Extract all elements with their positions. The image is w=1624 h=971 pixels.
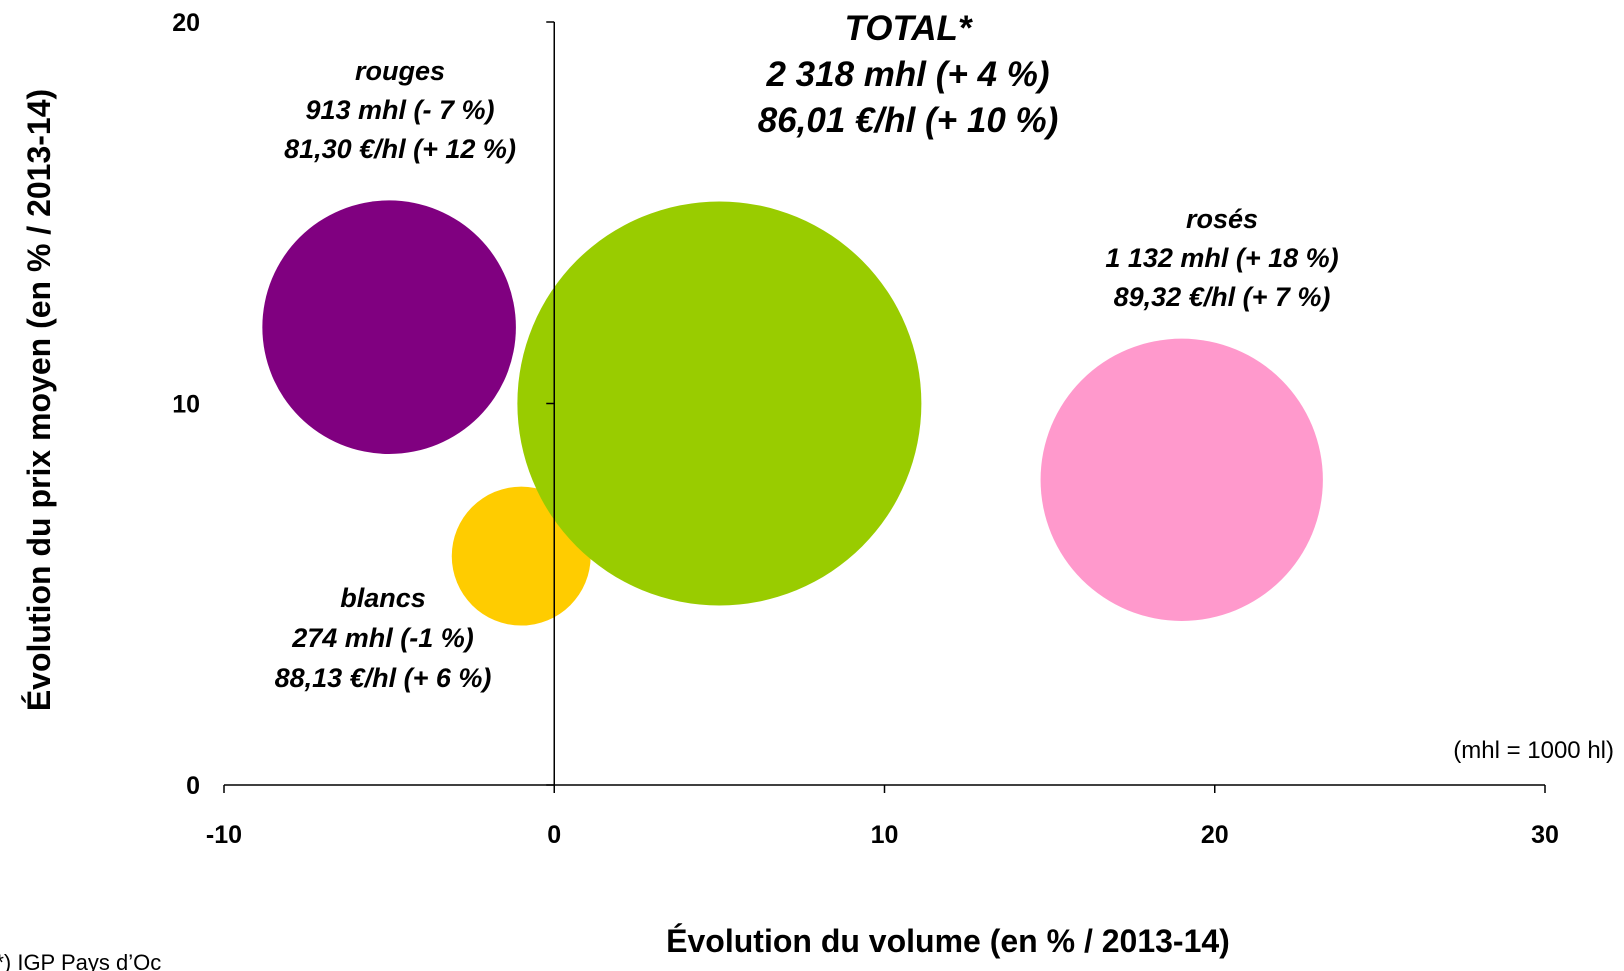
x-tick-label: 0 <box>547 821 561 849</box>
bubble-label-line: 89,32 €/hl (+ 7 %) <box>1114 282 1331 312</box>
unit-note: (mhl = 1000 hl) <box>1453 737 1614 764</box>
bubble-label-line: 81,30 €/hl (+ 12 %) <box>284 134 516 164</box>
x-tick-label: 20 <box>1201 821 1229 849</box>
y-axis-title: Évolution du prix moyen (en % / 2013-14) <box>21 89 57 711</box>
bubble-rosés <box>1040 338 1323 621</box>
x-axis-title: Évolution du volume (en % / 2013-14) <box>666 923 1230 959</box>
bubbles-layer <box>262 200 1323 626</box>
y-tick-label: 10 <box>172 391 200 419</box>
bubble-label-line: TOTAL* <box>844 9 972 48</box>
footnote: (*) IGP Pays d’Oc <box>0 950 161 971</box>
bubble-total <box>517 201 922 606</box>
bubble-label-line: rouges <box>355 56 445 86</box>
x-tick-label: 10 <box>871 821 899 849</box>
bubble-label-blancs: blancs 274 mhl (-1 %) 88,13 €/hl (+ 6 %) <box>275 583 492 693</box>
bubble-label-rosés: rosés 1 132 mhl (+ 18 %) 89,32 €/hl (+ 7 %… <box>1105 204 1338 312</box>
bubble-label-line: 1 132 mhl (+ 18 %) <box>1105 243 1338 273</box>
y-tick-label: 0 <box>186 772 200 800</box>
bubble-label-line: 2 318 mhl (+ 4 %) <box>765 55 1049 94</box>
bubble-labels-layer: rouges 913 mhl (- 7 %) 81,30 €/hl (+ 12 %)… <box>275 9 1339 693</box>
bubble-rouges <box>262 200 516 454</box>
bubble-label-line: 88,13 €/hl (+ 6 %) <box>275 663 492 693</box>
bubble-label-line: 274 mhl (-1 %) <box>291 623 474 653</box>
x-tick-label: 30 <box>1531 821 1559 849</box>
x-tick-label: -10 <box>206 821 242 849</box>
y-tick-label: 20 <box>172 9 200 37</box>
bubble-label-rouges: rouges 913 mhl (- 7 %) 81,30 €/hl (+ 12 %) <box>284 56 516 164</box>
bubble-label-line: 86,01 €/hl (+ 10 %) <box>758 101 1059 140</box>
bubble-label-line: blancs <box>340 583 426 613</box>
bubble-label-line: rosés <box>1186 204 1258 234</box>
bubble-label-total: TOTAL* 2 318 mhl (+ 4 %) 86,01 €/hl (+ 10 … <box>758 9 1059 140</box>
bubble-label-line: 913 mhl (- 7 %) <box>305 95 494 125</box>
